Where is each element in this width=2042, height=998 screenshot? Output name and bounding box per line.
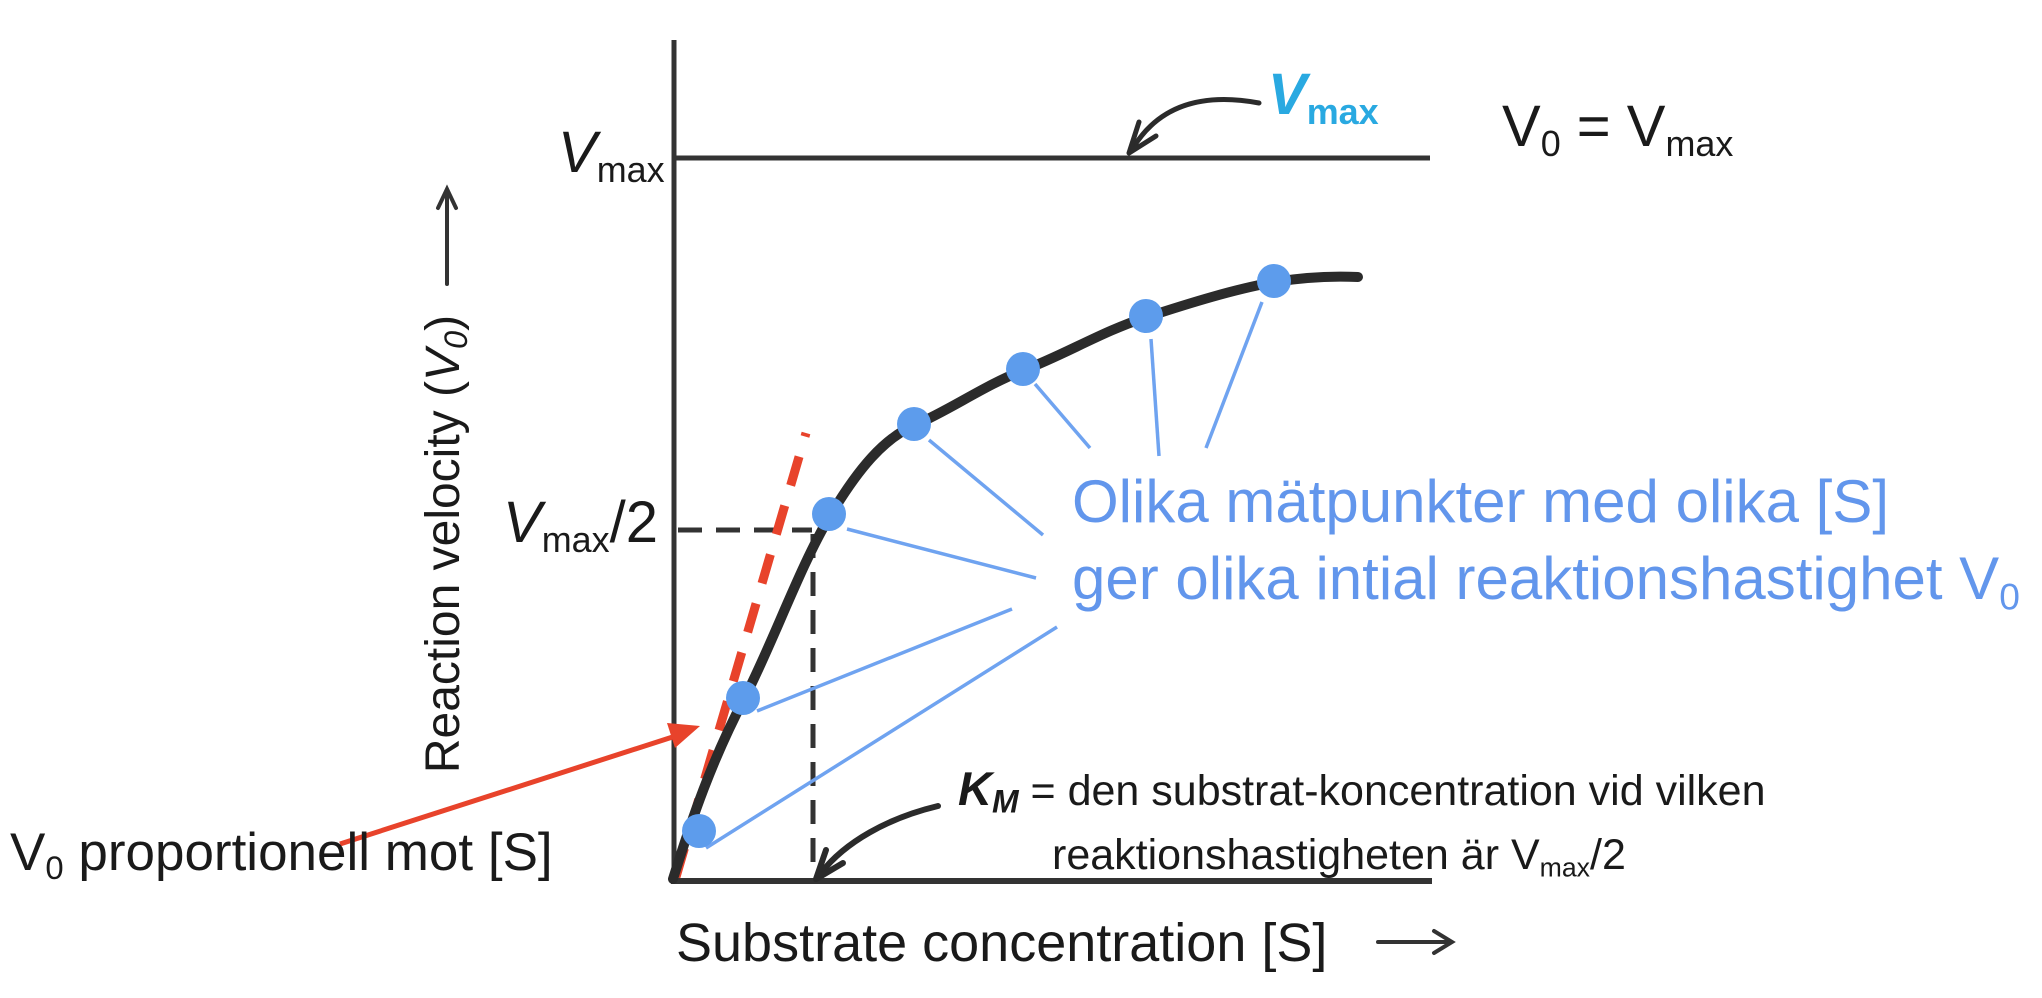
v0-symbol: V <box>1502 94 1541 159</box>
vmax-tick-label: Vmax <box>558 124 665 188</box>
measurement-points-note-line2: ger olika intial reaktionshastighet V0 <box>1072 545 2020 618</box>
up-arrow-icon <box>436 184 458 286</box>
callout-line <box>1204 301 1264 449</box>
vmax-v-symbol: V <box>558 120 597 185</box>
vmax-half-tick-label: Vmax/2 <box>503 494 658 558</box>
prop-v-subscript: 0 <box>45 849 64 887</box>
vmax-subscript-2: max <box>1665 123 1734 165</box>
callout-line <box>1149 338 1161 457</box>
data-points <box>682 264 1291 848</box>
y-axis-v-subscript: 0 <box>436 330 474 349</box>
callout-line <box>1033 382 1092 450</box>
vmax-half-v-symbol: V <box>503 490 542 555</box>
vmax-callout-v-symbol: V <box>1268 62 1307 127</box>
equals-vmax: = V <box>1560 94 1666 159</box>
vmax-half-divisor: /2 <box>609 490 658 555</box>
vmax-callout-arrow-icon <box>1126 97 1262 156</box>
callout-lines <box>705 301 1264 850</box>
red-arrow-icon <box>339 723 700 847</box>
data-point <box>726 681 760 715</box>
data-point <box>682 814 716 848</box>
measurement-points-note: Olika mätpunkter med olika [S] ger olika… <box>1072 463 2020 635</box>
callout-line <box>927 438 1045 537</box>
y-axis-label-text: Reaction velocity ( <box>417 381 470 774</box>
data-point <box>1006 352 1040 386</box>
vmax-subscript: max <box>596 149 665 191</box>
measurement-points-note-line1: Olika mätpunkter med olika [S] <box>1072 468 1890 535</box>
km-definition-line1: = den substrat-koncentration vid vilken <box>1018 767 1766 815</box>
v0-proportional-note: V0 proportionell mot [S] <box>10 826 553 885</box>
y-axis-label: Reaction velocity (V0) <box>417 286 474 802</box>
km-symbol: KM <box>958 762 1019 820</box>
right-arrow-icon <box>1376 929 1456 955</box>
data-point <box>1257 264 1291 298</box>
km-callout-arrow-icon <box>813 803 941 882</box>
km-definition-line2: reaktionshastigheten är Vmax/2 <box>1052 830 1626 883</box>
v0-subscript: 0 <box>1540 123 1561 165</box>
y-axis-label-close: ) <box>417 314 470 331</box>
vmax-callout-label: Vmax <box>1268 66 1379 130</box>
data-point <box>1129 299 1163 333</box>
data-point <box>812 497 846 531</box>
prop-v-symbol: V <box>10 823 46 882</box>
km-definition-note: KM = den substrat-koncentration vid vilk… <box>958 762 1766 894</box>
v0-equals-vmax-label: V0 = Vmax <box>1502 98 1733 162</box>
y-axis-v-symbol: V <box>417 348 470 381</box>
callout-line <box>705 625 1058 850</box>
prop-note-text: proportionell mot [S] <box>63 823 553 882</box>
x-axis-label-text: Substrate concentration [S] <box>676 913 1328 973</box>
vmax-half-subscript: max <box>541 519 610 561</box>
callout-line <box>756 607 1013 713</box>
x-axis-label: Substrate concentration [S] <box>676 916 1327 970</box>
callout-line <box>846 527 1037 580</box>
data-point <box>897 407 931 441</box>
vmax-callout-subscript: max <box>1306 91 1379 133</box>
